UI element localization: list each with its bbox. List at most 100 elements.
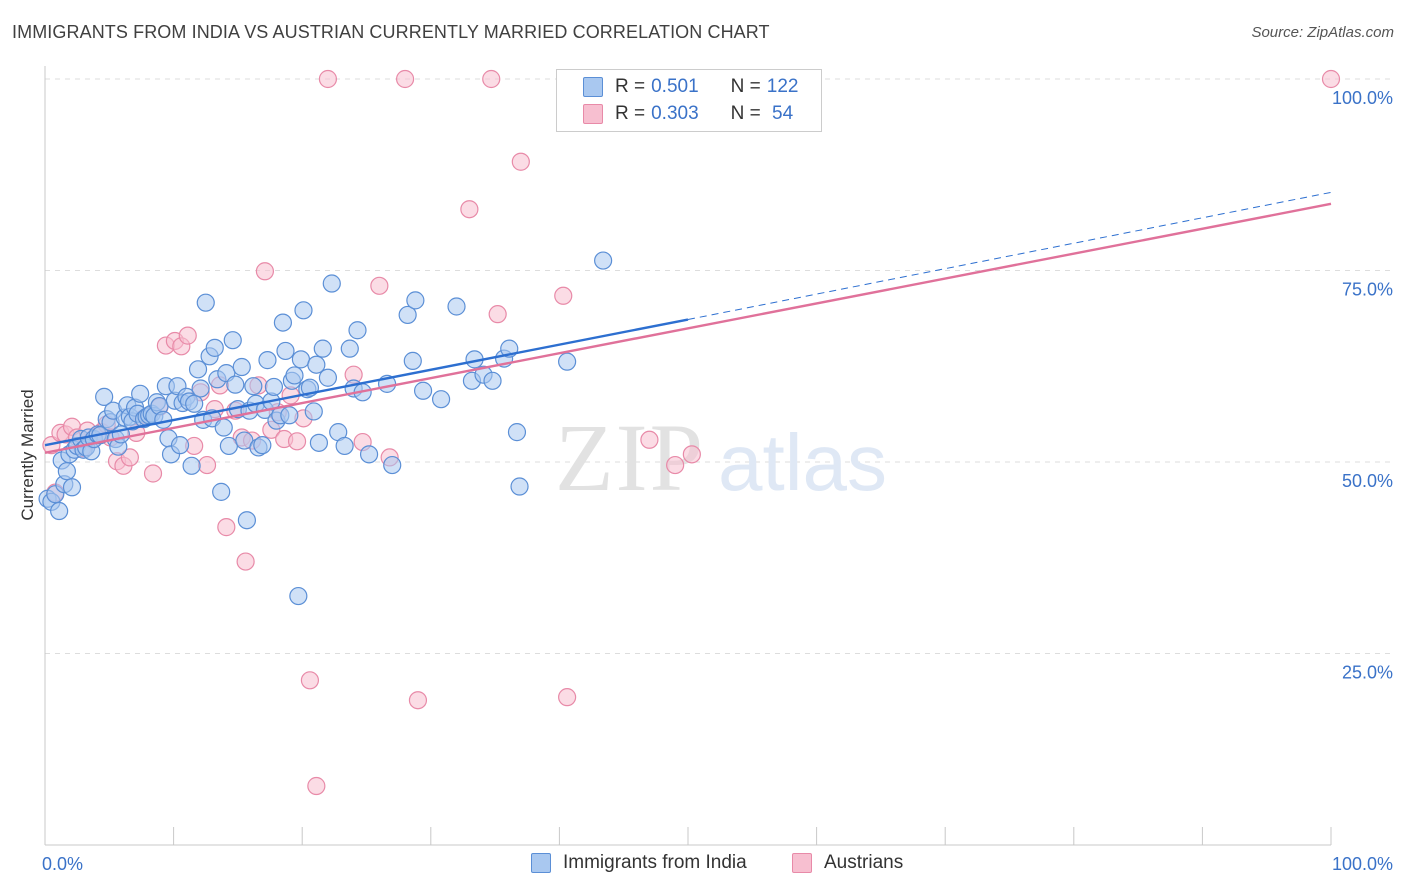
x-tick-label: 0.0% bbox=[42, 854, 83, 874]
india-point bbox=[188, 360, 208, 379]
india-point bbox=[304, 402, 323, 421]
india-point bbox=[214, 418, 233, 437]
austrians-point bbox=[640, 430, 659, 449]
india-point bbox=[291, 350, 311, 369]
india-point bbox=[359, 445, 379, 464]
india-point bbox=[289, 586, 308, 606]
legend-row-india: R = 0.501 N = 122 bbox=[583, 75, 798, 99]
india-point bbox=[483, 371, 502, 390]
india-point bbox=[244, 377, 263, 396]
legend-swatch-austrians bbox=[583, 104, 603, 124]
india-point bbox=[447, 297, 466, 316]
india-point bbox=[232, 357, 251, 377]
india-point bbox=[510, 477, 529, 496]
austrians-point bbox=[666, 455, 685, 475]
india-point bbox=[340, 339, 359, 358]
austrians-point bbox=[300, 671, 320, 690]
legend-item-india: Immigrants from India bbox=[531, 852, 747, 874]
india-point bbox=[50, 501, 69, 521]
austrians-point bbox=[197, 455, 217, 475]
india-point bbox=[403, 351, 422, 370]
legend-r-label: R = bbox=[615, 103, 646, 124]
y-tick-label: 75.0% bbox=[1342, 280, 1393, 300]
india-points bbox=[38, 251, 613, 606]
india-point bbox=[431, 390, 451, 409]
legend-n-value-india: 122 bbox=[766, 76, 799, 97]
austrians-point bbox=[287, 432, 307, 451]
watermark: ZIP atlas bbox=[555, 404, 887, 511]
india-point bbox=[226, 375, 245, 394]
austrians-point bbox=[370, 276, 389, 295]
austrians-point bbox=[178, 326, 197, 345]
austrians-point bbox=[460, 200, 479, 219]
legend-row-austrians: R = 0.303 N = 54 bbox=[583, 102, 793, 126]
india-point bbox=[335, 436, 354, 456]
india-point bbox=[285, 366, 304, 385]
correlation-legend: R = 0.501 N = 122 R = 0.303 N = 54 bbox=[556, 69, 822, 132]
austrians-trend-line bbox=[44, 202, 1332, 454]
legend-r-label: R = bbox=[615, 76, 646, 97]
y-tick-label: 100.0% bbox=[1332, 88, 1393, 108]
austrians-point bbox=[143, 464, 163, 483]
india-point bbox=[253, 436, 272, 455]
legend-swatch-austrians bbox=[792, 853, 812, 873]
source-label: Source: ZipAtlas.com bbox=[1251, 24, 1394, 41]
axes-layer bbox=[44, 66, 1332, 846]
austrians-point bbox=[217, 518, 236, 537]
legend-r-value-india: 0.501 bbox=[651, 76, 699, 97]
watermark-zip: ZIP bbox=[555, 404, 705, 511]
india-point bbox=[313, 339, 332, 358]
legend-swatch-india bbox=[531, 853, 551, 873]
india-point bbox=[273, 313, 293, 332]
austrians-point bbox=[558, 688, 577, 707]
y-tick-label: 50.0% bbox=[1342, 471, 1393, 491]
india-point bbox=[57, 462, 76, 481]
austrians-point bbox=[1321, 69, 1341, 89]
legend-n-label: N = bbox=[730, 76, 761, 97]
india-point bbox=[348, 321, 367, 340]
india-point bbox=[191, 379, 210, 398]
india-point bbox=[223, 331, 242, 350]
india-point bbox=[594, 251, 613, 270]
india-point bbox=[170, 436, 190, 455]
india-point bbox=[507, 423, 527, 442]
india-point bbox=[212, 482, 231, 501]
india-point bbox=[237, 511, 257, 530]
austrians-point bbox=[554, 286, 573, 305]
india-point bbox=[196, 293, 215, 312]
india-point bbox=[131, 384, 150, 403]
india-point bbox=[558, 352, 577, 371]
tick-labels: 25.0% 50.0% 75.0% 100.0% 0.0% 100.0% bbox=[42, 88, 1393, 874]
legend-n-label: N = bbox=[730, 103, 761, 124]
austrians-point bbox=[395, 69, 415, 89]
india-point bbox=[280, 406, 299, 425]
austrians-point bbox=[42, 436, 61, 455]
austrians-point bbox=[255, 262, 275, 281]
india-point bbox=[413, 381, 433, 400]
india-point bbox=[276, 341, 295, 361]
watermark-atlas: atlas bbox=[718, 418, 887, 507]
legend-r-value-austrians: 0.303 bbox=[651, 103, 699, 124]
india-point bbox=[62, 478, 82, 497]
chart-title: IMMIGRANTS FROM INDIA VS AUSTRIAN CURREN… bbox=[12, 22, 770, 42]
india-point bbox=[383, 455, 402, 475]
india-point bbox=[398, 305, 417, 325]
india-trend-extension bbox=[687, 191, 1332, 321]
india-point bbox=[185, 394, 204, 413]
austrians-point bbox=[236, 552, 255, 571]
austrians-point bbox=[482, 69, 501, 89]
y-tick-label: 25.0% bbox=[1342, 663, 1393, 683]
legend-n-value-austrians: 54 bbox=[766, 103, 794, 124]
austrians-point bbox=[120, 448, 139, 467]
legend-swatch-india bbox=[583, 77, 603, 97]
series-legend: Immigrants from India Austrians bbox=[0, 852, 1406, 878]
austrians-point bbox=[682, 445, 701, 464]
india-point bbox=[258, 351, 277, 370]
india-point bbox=[318, 368, 338, 387]
legend-label-austrians: Austrians bbox=[824, 852, 904, 873]
india-point bbox=[95, 387, 114, 406]
austrians-point bbox=[307, 776, 326, 796]
india-point bbox=[309, 433, 329, 452]
india-point bbox=[264, 377, 284, 397]
austrians-point bbox=[488, 305, 507, 324]
